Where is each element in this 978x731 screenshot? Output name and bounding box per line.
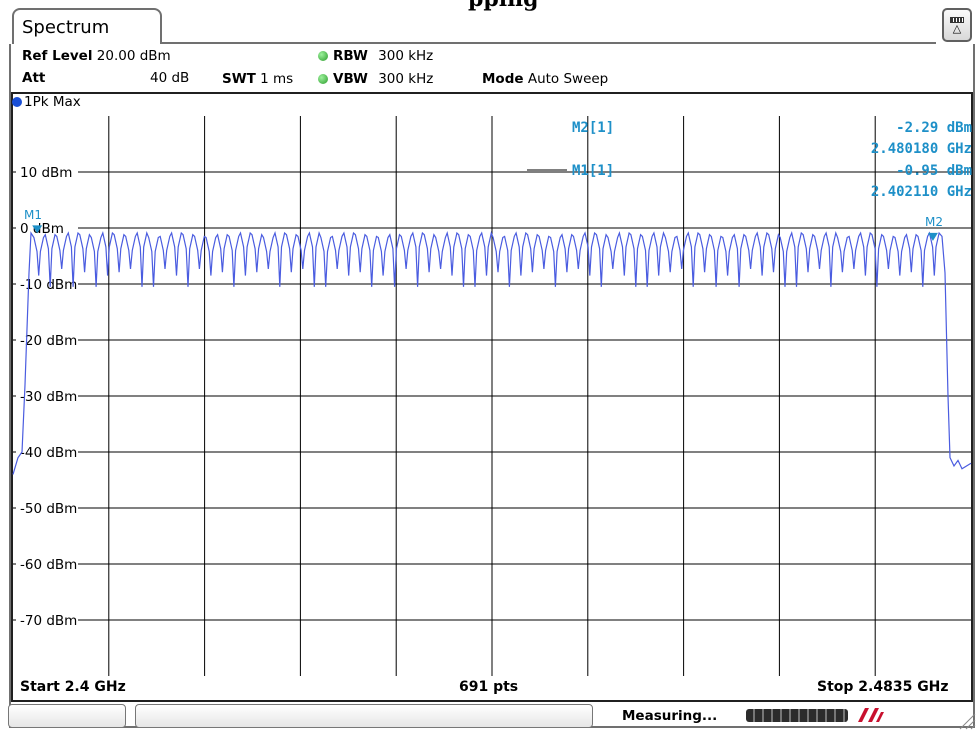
y-tick-label: 10 dBm (20, 165, 72, 181)
start-frequency: Start 2.4 GHz (20, 679, 126, 695)
vbw-value: 300 kHz (378, 71, 434, 87)
y-tick-bg (16, 555, 78, 572)
tab-spectrum[interactable]: Spectrum (12, 8, 162, 44)
swt-label: SWT (222, 71, 256, 87)
y-tick-bg (16, 275, 78, 292)
trace-indicator-dot (12, 97, 22, 107)
plot-grid (13, 116, 971, 676)
settings-menu-icon[interactable]: △ (942, 8, 972, 42)
status-field-2[interactable] (135, 704, 593, 728)
y-tick-label: -30 dBm (20, 389, 77, 405)
rbw-label: RBW (333, 48, 368, 64)
status-field-1[interactable] (8, 704, 126, 728)
y-tick-bg (16, 331, 78, 348)
rbw-info: RBW 300 kHz (318, 48, 433, 64)
tab-divider (162, 42, 936, 44)
marker-m1-frequency: 2.402110 GHz (871, 184, 972, 200)
y-tick-label: 0 dBm (20, 221, 64, 237)
y-tick-labels: 10 dBm 0 dBm -10 dBm -20 dBm -30 dBm -40 dBm -… (16, 163, 78, 629)
menu-bars-icon (950, 16, 964, 23)
swt-value: 1 ms (260, 71, 294, 87)
y-tick-label: -40 dBm (20, 445, 77, 461)
att-label: Att (22, 70, 46, 86)
trace-label: 1Pk Max (12, 94, 81, 110)
trace-label-text: 1Pk Max (24, 94, 81, 110)
y-tick-bg (16, 219, 78, 236)
rbw-status-dot (318, 51, 328, 61)
resize-grip-icon[interactable] (958, 712, 976, 730)
att-info: Att (22, 70, 45, 86)
triangle-icon: △ (952, 21, 962, 35)
y-tick-bg (16, 163, 78, 180)
vbw-label: VBW (333, 71, 368, 87)
y-tick-label: -50 dBm (20, 501, 77, 517)
y-tick-label: -60 dBm (20, 557, 77, 573)
marker-m2-triangle-icon (927, 232, 938, 241)
rbw-value: 300 kHz (378, 48, 434, 64)
sweep-progress-bar (746, 709, 848, 722)
marker-m2-frequency: 2.480180 GHz (871, 141, 972, 157)
mode-value: Auto Sweep (527, 71, 609, 87)
marker-glyphs (32, 225, 938, 241)
y-tick-label: -70 dBm (20, 613, 77, 629)
stop-frequency: Stop 2.4835 GHz (817, 679, 949, 695)
marker-m1-triangle-icon (32, 225, 43, 234)
trace-line (12, 230, 972, 475)
plot-area[interactable] (11, 92, 973, 702)
y-tick-bg (16, 611, 78, 628)
ref-level-label: Ref Level (22, 48, 93, 64)
mode-label: Mode (482, 71, 524, 87)
marker-m2-label[interactable]: M2[1] (572, 120, 614, 136)
vbw-info: VBW 300 kHz (318, 71, 433, 87)
y-tick-label: -20 dBm (20, 333, 77, 349)
swt-info: SWT 1 ms (222, 71, 293, 87)
marker-m1-level: -0.95 dBm (896, 163, 972, 179)
mode-info: Mode Auto Sweep (482, 71, 608, 87)
ref-level-info: Ref Level 20.00 dBm (22, 48, 171, 64)
marker-m1-tag: M1 (24, 208, 42, 222)
y-tick-bg (16, 499, 78, 516)
vbw-status-dot (318, 74, 328, 84)
marker-m1-label[interactable]: M1[1] (572, 163, 614, 179)
y-tick-bg (16, 443, 78, 460)
y-tick-bg (16, 387, 78, 404)
marker-m2-tag: M2 (925, 215, 943, 229)
brand-logo-icon (858, 708, 884, 722)
marker-m2-level: -2.29 dBm (896, 120, 972, 136)
ref-level-value: 20.00 dBm (96, 48, 171, 64)
sweep-points: 691 pts (459, 679, 519, 695)
measuring-status: Measuring... (622, 708, 718, 724)
y-tick-label: -10 dBm (20, 277, 77, 293)
att-value: 40 dB (150, 70, 190, 86)
page-title-fragment: pping (468, 0, 539, 12)
